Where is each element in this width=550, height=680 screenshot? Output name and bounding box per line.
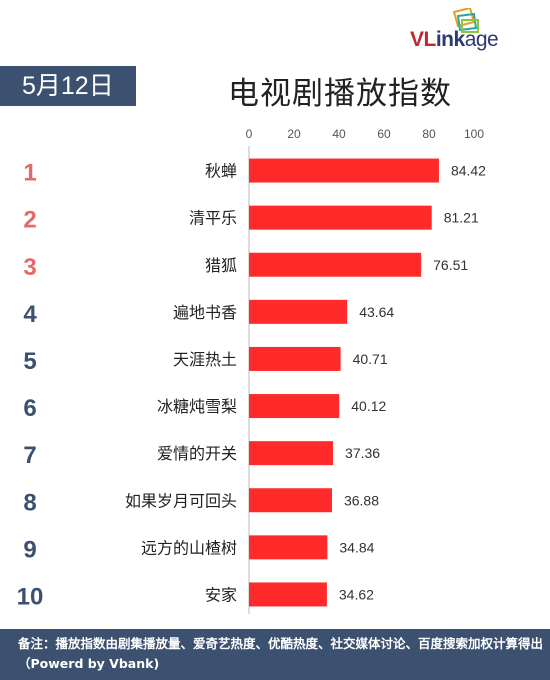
x-tick-label: 20	[287, 127, 301, 141]
rank-number: 9	[23, 536, 36, 563]
bar	[249, 582, 327, 607]
category-label: 遍地书香	[173, 303, 237, 322]
data-label: 34.84	[339, 539, 374, 555]
bar	[249, 441, 334, 466]
category-label: 冰糖炖雪梨	[157, 397, 237, 416]
data-label: 34.62	[339, 586, 374, 602]
category-label: 清平乐	[189, 209, 237, 228]
category-label: 秋蝉	[205, 162, 237, 181]
rank-number: 5	[23, 348, 36, 375]
date-badge: 5月12日	[0, 66, 136, 106]
bar	[249, 488, 332, 513]
ranking-bar-chart: 0 20 40 60 80 100 1 秋蝉 84.42 2 清平乐 81.21 3 猎狐 76.51 4 遍地…	[17, 127, 486, 614]
rank-number: 6	[23, 395, 36, 422]
footer-note: 备注：播放指数由剧集播放量、爱奇艺热度、优酷热度、社交媒体讨论、百度搜索加权计算…	[0, 629, 550, 680]
x-tick-label: 40	[332, 127, 346, 141]
bar	[249, 205, 432, 230]
page-title: 电视剧播放指数	[228, 76, 452, 112]
bar	[249, 252, 422, 277]
category-label: 安家	[205, 585, 237, 604]
bar	[249, 394, 340, 419]
rank-number: 4	[23, 301, 37, 328]
x-tick-label: 80	[422, 127, 436, 141]
rank-number: 1	[23, 160, 36, 187]
data-label: 40.12	[351, 398, 386, 414]
rank-number: 10	[17, 583, 44, 610]
data-label: 40.71	[353, 351, 388, 367]
category-label: 如果岁月可回头	[125, 491, 237, 510]
x-tick-label: 100	[464, 127, 484, 141]
category-label: 猎狐	[205, 256, 237, 275]
x-tick-label: 60	[377, 127, 391, 141]
bar	[249, 346, 341, 371]
rank-number: 2	[23, 207, 36, 234]
data-label: 76.51	[433, 257, 468, 273]
vlinkage-logo: VLinkage	[410, 8, 540, 58]
data-label: 84.42	[451, 163, 486, 179]
bar	[249, 535, 328, 560]
x-tick-label: 0	[246, 127, 253, 141]
category-label: 天涯热土	[173, 350, 237, 369]
rank-number: 3	[23, 254, 36, 281]
data-label: 43.64	[359, 304, 394, 320]
category-label: 爱情的开关	[157, 444, 237, 463]
data-label: 36.88	[344, 492, 379, 508]
category-label: 远方的山楂树	[141, 538, 237, 557]
logo-wordmark: VLinkage	[410, 28, 499, 51]
rank-number: 8	[23, 489, 36, 516]
logo-mark-icon	[452, 8, 479, 33]
bar	[249, 158, 439, 183]
data-label: 81.21	[444, 210, 479, 226]
rank-number: 7	[23, 442, 36, 469]
bar	[249, 299, 348, 324]
data-label: 37.36	[345, 445, 380, 461]
